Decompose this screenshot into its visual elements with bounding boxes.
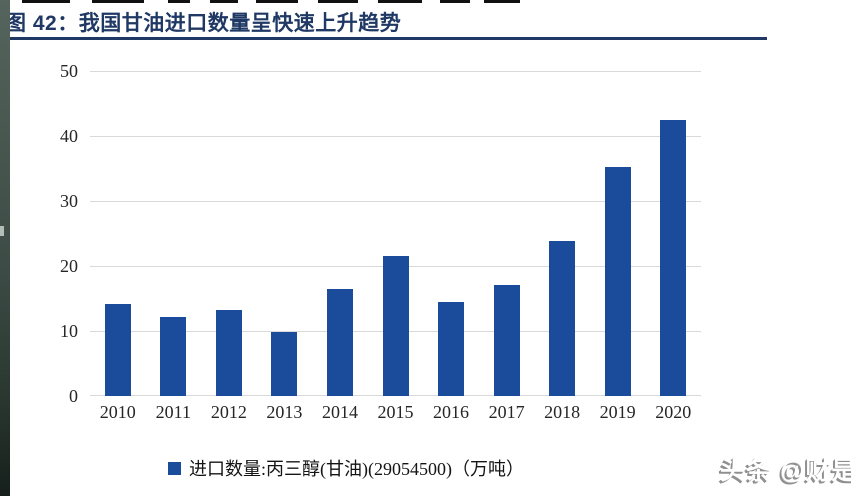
x-tick-label-2015: 2015 xyxy=(377,402,414,422)
chart-legend: 进口数量:丙三醇(甘油)(29054500)（万吨） xyxy=(168,455,524,481)
x-tick-label-2010: 2010 xyxy=(99,402,136,422)
toutiao-watermark: 头条 @财是 xyxy=(720,457,851,485)
left-strip-artifact xyxy=(0,226,4,236)
y-tick-label-20: 20 xyxy=(60,256,78,276)
figure-title: 图 42：我国甘油进口数量呈快速上升趋势 xyxy=(5,7,401,37)
gridline-y-40 xyxy=(90,136,701,137)
legend-label: 进口数量:丙三醇(甘油)(29054500)（万吨） xyxy=(189,459,524,479)
y-tick-label-30: 30 xyxy=(60,191,78,211)
title-underline xyxy=(0,37,767,40)
bar-2011 xyxy=(160,317,187,396)
bar-2013 xyxy=(271,331,298,396)
left-edge-strip xyxy=(0,0,10,496)
y-tick-label-0: 0 xyxy=(69,386,78,406)
bar-2017 xyxy=(493,284,520,396)
x-tick-label-2018: 2018 xyxy=(544,402,581,422)
x-tick-label-2013: 2013 xyxy=(266,402,303,422)
gridline-y-50 xyxy=(90,71,701,72)
x-tick-label-2019: 2019 xyxy=(599,402,636,422)
bar-2012 xyxy=(215,310,242,396)
bar-2010 xyxy=(104,303,131,396)
x-tick-label-2016: 2016 xyxy=(433,402,470,422)
y-tick-label-50: 50 xyxy=(60,61,78,81)
gridline-y-30 xyxy=(90,201,701,202)
clipped-text-fragments xyxy=(0,0,851,4)
bar-2016 xyxy=(438,301,465,396)
bar-2020 xyxy=(660,119,687,396)
blue-square-icon xyxy=(168,461,181,475)
figure-title-text: 我国甘油进口数量呈快速上升趋势 xyxy=(78,11,402,35)
x-tick-label-2012: 2012 xyxy=(210,402,247,422)
bar-2018 xyxy=(549,241,576,396)
x-tick-label-2014: 2014 xyxy=(321,402,358,422)
bar-2014 xyxy=(326,289,353,396)
x-tick-label-2011: 2011 xyxy=(155,402,191,422)
y-tick-label-10: 10 xyxy=(60,321,78,341)
bar-2015 xyxy=(382,256,409,396)
y-tick-label-40: 40 xyxy=(60,126,78,146)
figure-number: 图 42： xyxy=(5,12,79,35)
x-tick-label-2020: 2020 xyxy=(655,402,692,422)
bar-2019 xyxy=(604,167,631,396)
x-tick-label-2017: 2017 xyxy=(488,402,525,422)
bar-chart-plot-area xyxy=(90,71,701,396)
